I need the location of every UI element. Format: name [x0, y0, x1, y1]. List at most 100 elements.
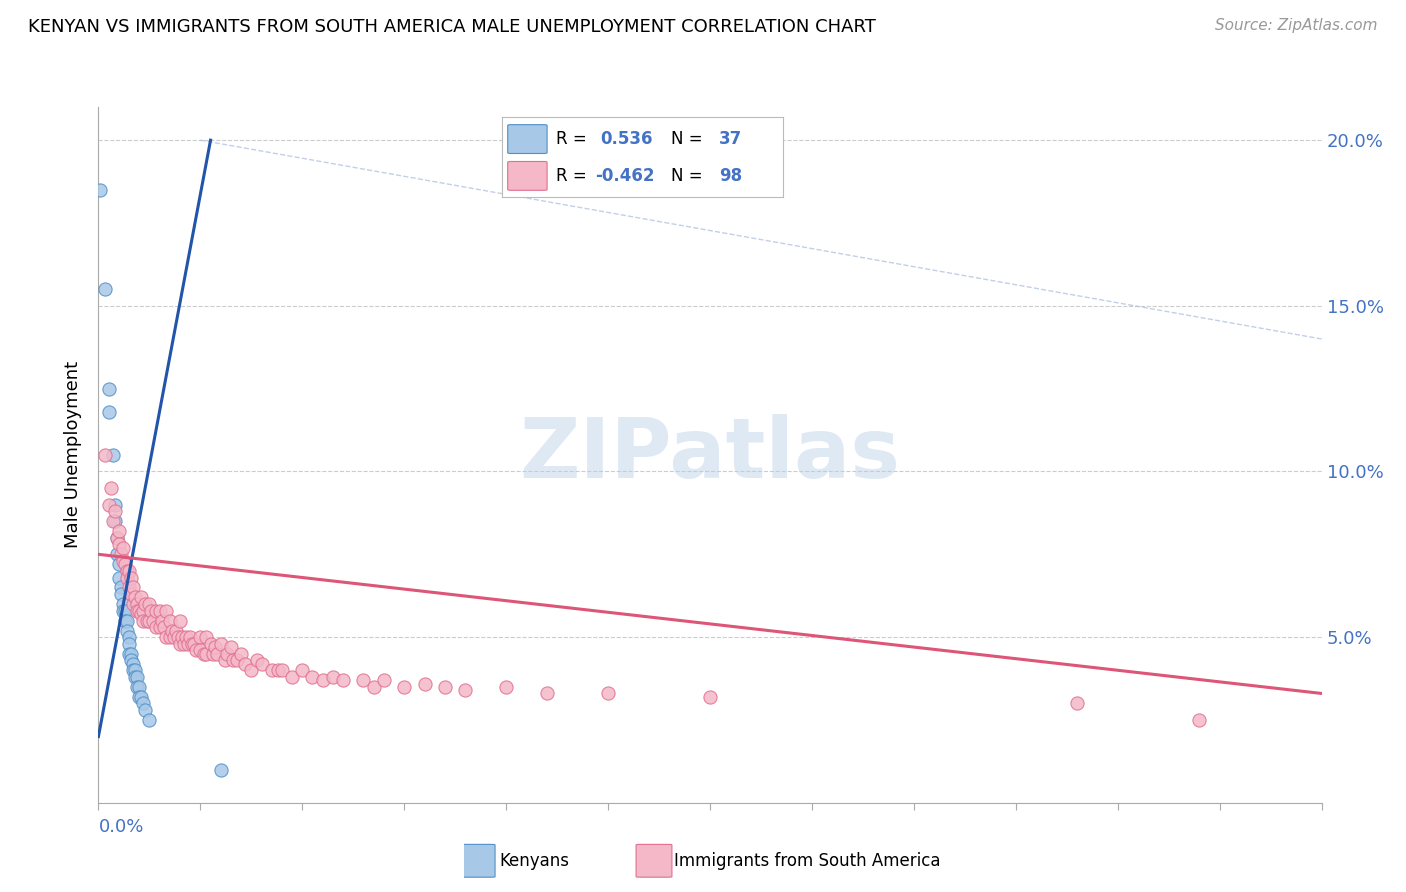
Point — [181, 637, 204, 651]
Point — [145, 620, 167, 634]
Point — [129, 607, 152, 621]
Point — [118, 630, 141, 644]
Point — [322, 670, 344, 684]
Point — [127, 604, 149, 618]
Point — [179, 630, 201, 644]
Point — [195, 647, 218, 661]
Point — [104, 514, 127, 528]
Point — [159, 630, 181, 644]
Point — [120, 587, 142, 601]
Point — [219, 640, 242, 654]
Point — [214, 653, 236, 667]
Point — [145, 604, 167, 618]
Point — [108, 570, 131, 584]
Point — [120, 647, 142, 661]
Point — [142, 614, 165, 628]
Point — [100, 481, 122, 495]
Point — [105, 531, 128, 545]
Y-axis label: Male Unemployment: Male Unemployment — [65, 361, 83, 549]
Text: 0.536: 0.536 — [600, 130, 652, 148]
Point — [188, 630, 212, 644]
Point — [160, 624, 183, 638]
Point — [122, 663, 145, 677]
Point — [136, 614, 159, 628]
Point — [332, 673, 354, 688]
Point — [195, 630, 218, 644]
Point — [454, 683, 477, 698]
Point — [413, 676, 436, 690]
Point — [134, 703, 156, 717]
Text: Source: ZipAtlas.com: Source: ZipAtlas.com — [1215, 18, 1378, 33]
Point — [111, 541, 134, 555]
Point — [186, 643, 208, 657]
Point — [110, 547, 132, 561]
Point — [200, 637, 222, 651]
Point — [101, 448, 124, 462]
Point — [132, 697, 155, 711]
Point — [129, 690, 152, 704]
Text: Kenyans: Kenyans — [501, 852, 569, 870]
Point — [149, 604, 172, 618]
Point — [177, 637, 200, 651]
Point — [155, 604, 177, 618]
Point — [127, 597, 149, 611]
Point — [260, 663, 283, 677]
Point — [108, 558, 131, 572]
Point — [138, 614, 160, 628]
Point — [132, 614, 155, 628]
Point — [105, 547, 128, 561]
Point — [226, 653, 249, 667]
Point — [110, 587, 132, 601]
Point — [209, 763, 232, 777]
Text: KENYAN VS IMMIGRANTS FROM SOUTH AMERICA MALE UNEMPLOYMENT CORRELATION CHART: KENYAN VS IMMIGRANTS FROM SOUTH AMERICA … — [28, 18, 876, 36]
Point — [108, 524, 131, 538]
Point — [699, 690, 721, 704]
Point — [114, 604, 136, 618]
Point — [118, 637, 141, 651]
Point — [122, 657, 145, 671]
Point — [291, 663, 314, 677]
FancyBboxPatch shape — [508, 161, 547, 190]
Point — [115, 614, 138, 628]
Point — [281, 670, 304, 684]
Text: N =: N = — [671, 130, 707, 148]
Point — [150, 614, 173, 628]
Point — [89, 183, 111, 197]
Point — [141, 604, 163, 618]
Point — [240, 663, 263, 677]
Point — [111, 554, 134, 568]
Point — [170, 630, 193, 644]
Point — [128, 690, 150, 704]
Point — [118, 647, 141, 661]
Point — [222, 653, 245, 667]
Point — [149, 620, 172, 634]
Point — [159, 614, 181, 628]
Point — [173, 637, 195, 651]
Text: -0.462: -0.462 — [595, 167, 654, 185]
Point — [209, 637, 232, 651]
Point — [105, 531, 128, 545]
Point — [205, 647, 228, 661]
Text: R =: R = — [555, 130, 592, 148]
Point — [495, 680, 517, 694]
Point — [270, 663, 294, 677]
Point — [363, 680, 385, 694]
Text: ZIPatlas: ZIPatlas — [520, 415, 900, 495]
Text: Immigrants from South America: Immigrants from South America — [675, 852, 941, 870]
Point — [152, 620, 174, 634]
Point — [97, 498, 120, 512]
Point — [110, 581, 132, 595]
Point — [1066, 697, 1088, 711]
Point — [115, 624, 138, 638]
Point — [114, 558, 136, 572]
Point — [122, 581, 145, 595]
Point — [129, 591, 152, 605]
Point — [434, 680, 457, 694]
Point — [536, 686, 558, 700]
Point — [101, 514, 124, 528]
Point — [111, 597, 134, 611]
FancyBboxPatch shape — [460, 845, 495, 877]
Point — [118, 581, 141, 595]
Point — [163, 630, 186, 644]
Point — [97, 405, 120, 419]
